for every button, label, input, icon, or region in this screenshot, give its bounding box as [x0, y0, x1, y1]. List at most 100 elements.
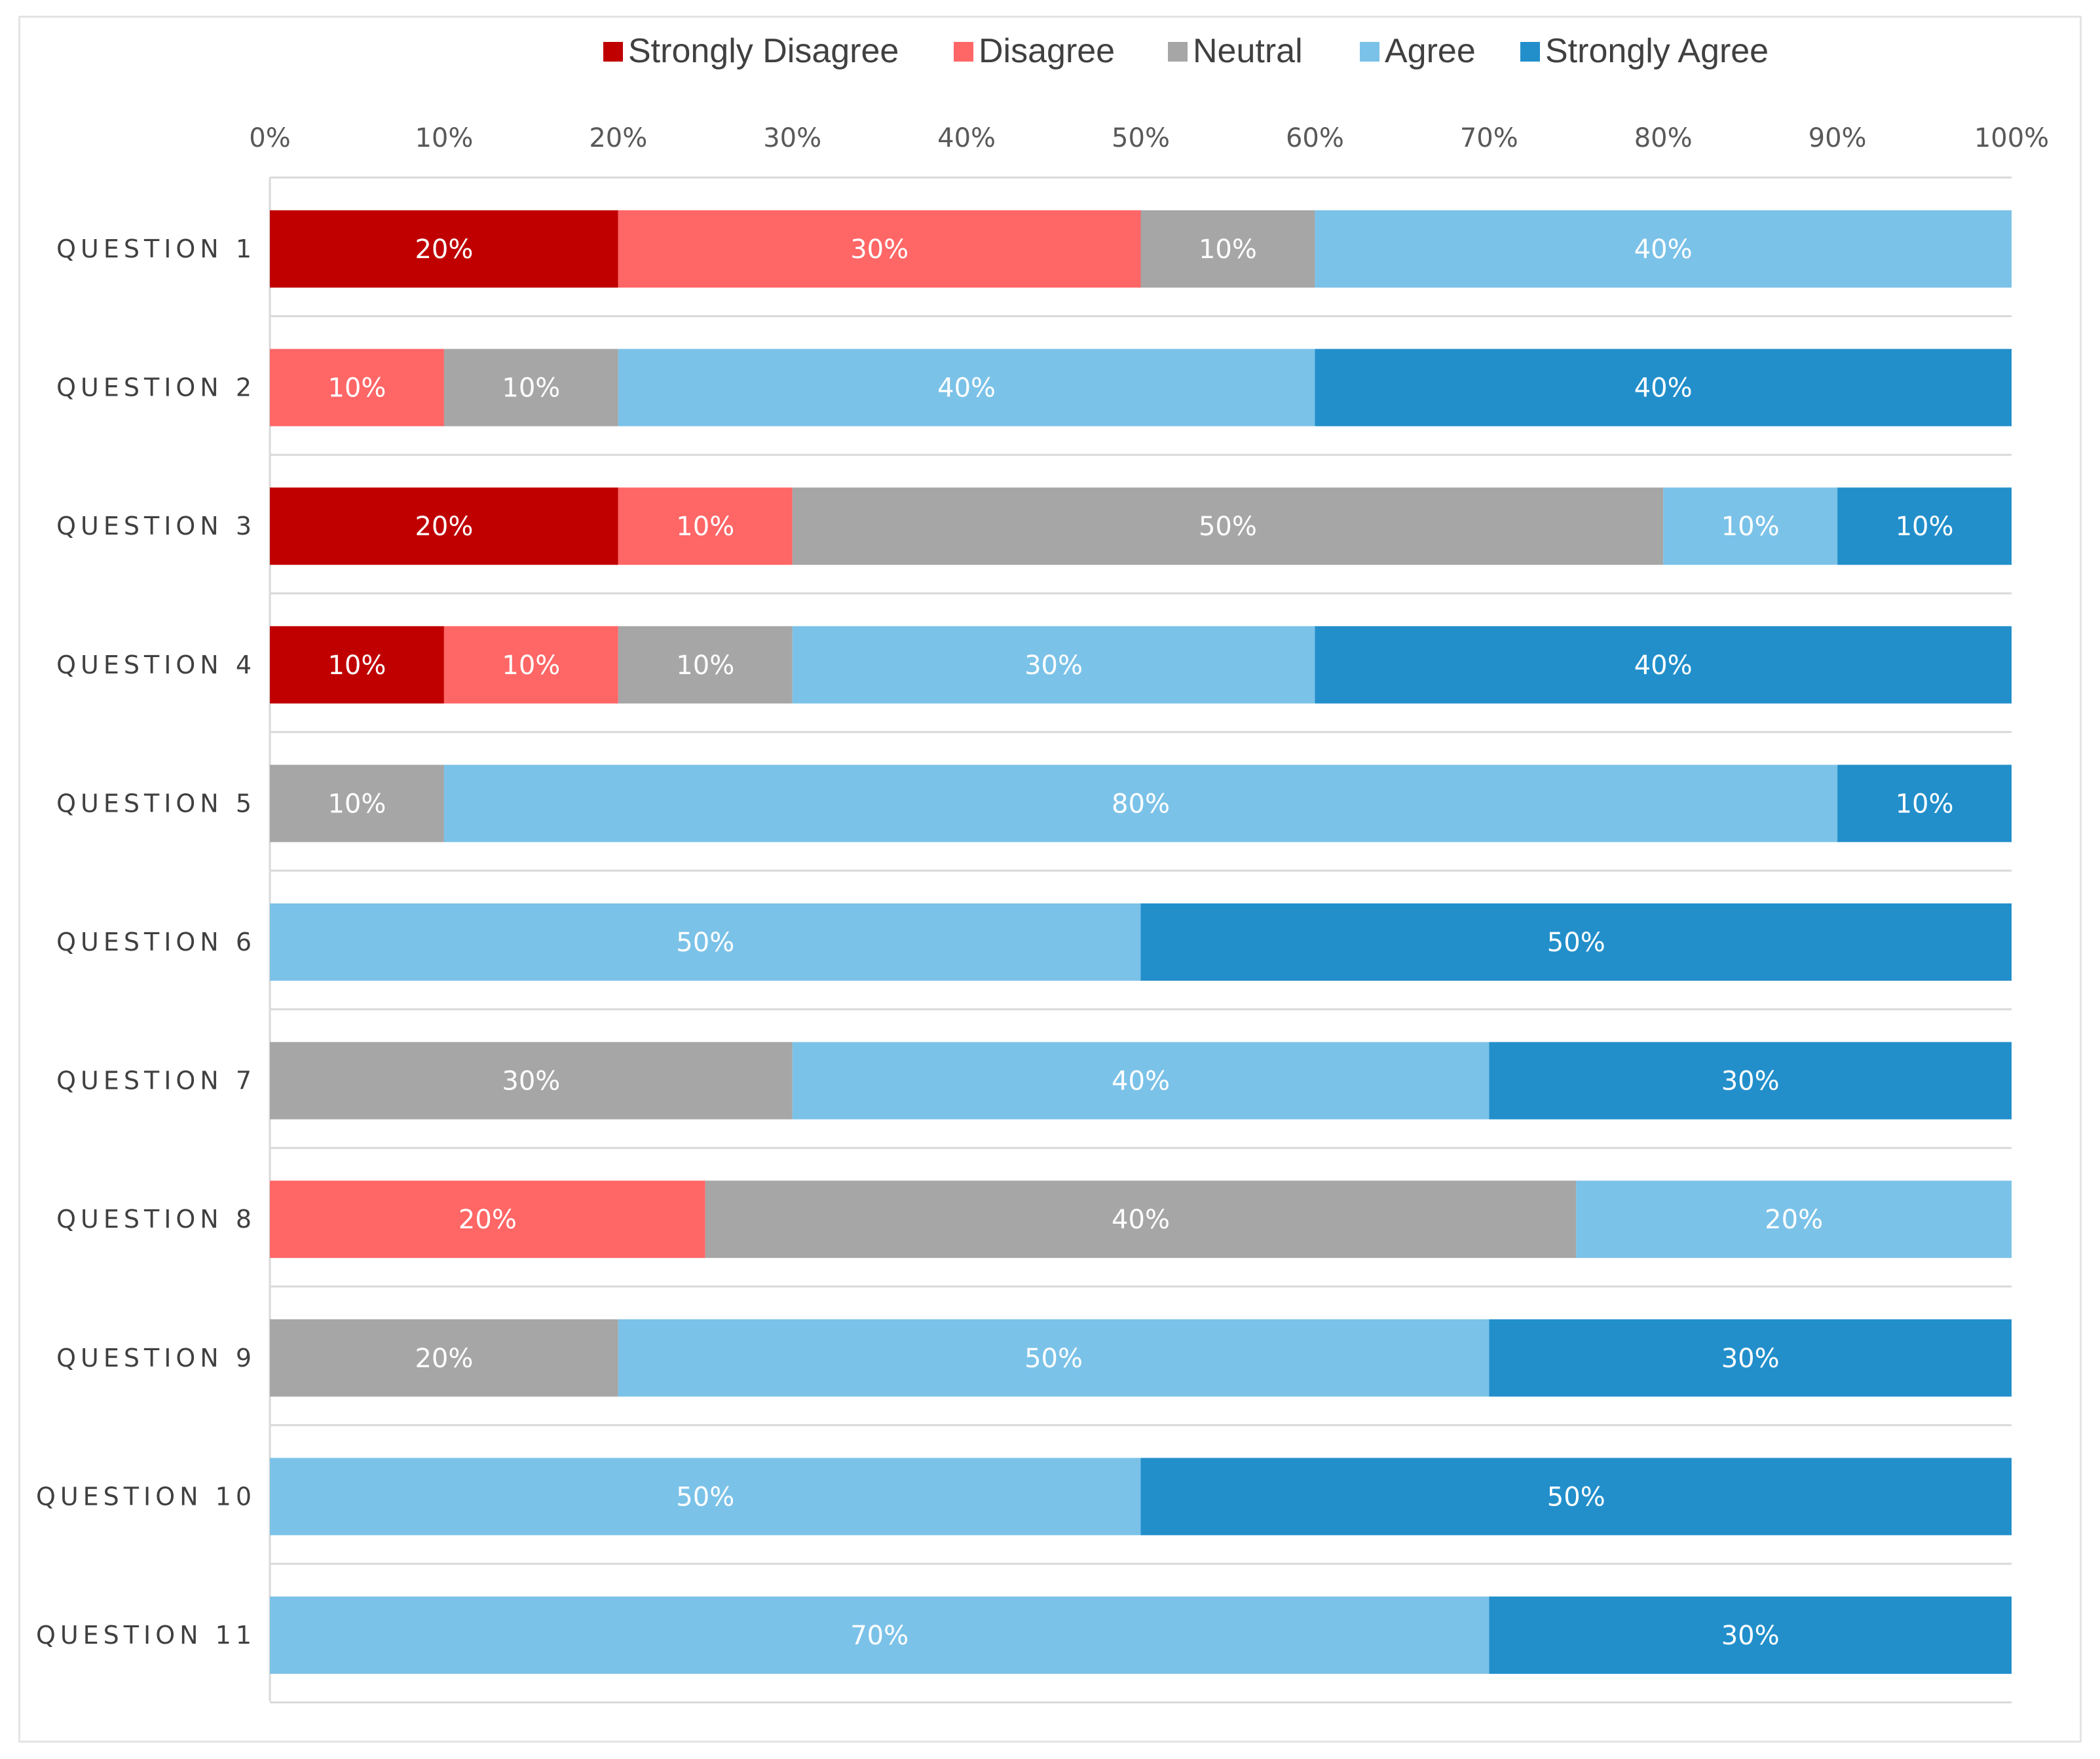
bar-segment	[792, 626, 1315, 704]
data-label: 10%	[1896, 512, 1954, 542]
bar-segment	[1140, 210, 1315, 288]
data-label: 50%	[1199, 512, 1257, 542]
bar-segment	[618, 1319, 1490, 1397]
category-label: QUESTION 11	[36, 1621, 256, 1650]
bar-segment	[270, 626, 444, 704]
gridlines	[269, 176, 2012, 1704]
x-tick-label: 20%	[589, 123, 647, 153]
bar-segment	[1315, 349, 2012, 426]
data-label: 40%	[1112, 1067, 1170, 1097]
data-label: 10%	[328, 789, 386, 819]
legend-swatch-1	[954, 42, 973, 62]
category-label: QUESTION 6	[56, 928, 256, 956]
bar-segment	[1576, 1181, 2012, 1258]
x-tick-label: 80%	[1634, 123, 1693, 153]
legend-label-1: Disagree	[979, 32, 1115, 70]
x-tick-label: 50%	[1112, 123, 1170, 153]
data-label: 20%	[1765, 1205, 1823, 1235]
data-label: 50%	[676, 928, 734, 958]
x-tick-label: 70%	[1460, 123, 1518, 153]
data-label: 50%	[1547, 928, 1605, 958]
data-label: 50%	[1024, 1344, 1083, 1374]
legend-label-2: Neutral	[1193, 32, 1303, 70]
category-label: QUESTION 10	[36, 1482, 256, 1511]
x-tick-label: 40%	[937, 123, 996, 153]
data-label: 10%	[502, 651, 560, 681]
data-label: 10%	[676, 651, 734, 681]
data-label: 50%	[676, 1482, 734, 1512]
bar-segment	[270, 1181, 705, 1258]
bar-segment	[1837, 765, 2012, 842]
bar-segment	[270, 487, 618, 565]
data-label: 20%	[459, 1205, 517, 1235]
bar-segment	[792, 1042, 1490, 1120]
bar-segment	[705, 1181, 1577, 1258]
legend-swatch-4	[1520, 42, 1540, 62]
legend-label-0: Strongly Disagree	[628, 32, 899, 70]
bars: 20% 30% 10% 40% 10% 10% 40% 40% 20% 10% 50% 10% 10% 1…	[270, 210, 2012, 1674]
x-tick-label: 30%	[763, 123, 821, 153]
bar-segment	[1489, 1597, 2012, 1674]
data-label: 30%	[1721, 1067, 1780, 1097]
legend-label-3: Agree	[1385, 32, 1476, 70]
data-label: 70%	[850, 1621, 909, 1651]
data-label: 30%	[850, 235, 909, 265]
x-tick-label: 10%	[415, 123, 473, 153]
legend-label-4: Strongly Agree	[1545, 32, 1769, 70]
data-label: 80%	[1112, 789, 1170, 819]
x-tick-label: 90%	[1809, 123, 1867, 153]
category-label: QUESTION 3	[56, 512, 256, 540]
category-label: QUESTION 9	[56, 1344, 256, 1372]
legend-swatch-2	[1168, 42, 1188, 62]
bar-segment	[270, 349, 444, 426]
category-label: QUESTION 1	[56, 235, 256, 263]
data-label: 20%	[415, 235, 473, 265]
data-label: 40%	[1634, 235, 1693, 265]
bar-segment	[270, 1458, 1141, 1536]
bar-segment	[443, 765, 1838, 842]
bar-segment	[1315, 210, 2012, 288]
data-label: 10%	[1199, 235, 1257, 265]
bar-segment	[618, 210, 1141, 288]
bar-segment	[443, 626, 618, 704]
bar-segment	[270, 1042, 793, 1120]
bar-segment	[1315, 626, 2012, 704]
bar-segment	[1140, 1458, 2012, 1536]
bar-segment	[270, 1319, 618, 1397]
category-labels: QUESTION 1 QUESTION 2 QUESTION 3 QUESTION 4…	[36, 235, 256, 1650]
category-label: QUESTION 8	[56, 1205, 256, 1234]
data-label: 10%	[328, 373, 386, 404]
x-tick-label: 60%	[1286, 123, 1344, 153]
data-label: 10%	[1721, 512, 1780, 542]
stacked-bar-chart: Strongly Disagree Disagree Neutral Agree Str…	[36, 32, 2049, 1704]
bar-segment	[1663, 487, 1838, 565]
bar-segment	[270, 903, 1141, 981]
bar-segment	[1489, 1042, 2012, 1120]
bar-segment	[618, 626, 793, 704]
category-label: QUESTION 5	[56, 789, 256, 818]
bar-segment	[1837, 487, 2012, 565]
x-axis-ticks: 0% 10% 20% 30% 40% 50% 60% 70% 80% 90% 100%	[249, 123, 2049, 153]
bar-segment	[618, 349, 1315, 426]
data-label: 10%	[676, 512, 734, 542]
category-label: QUESTION 2	[56, 373, 256, 402]
bar-segment	[270, 210, 618, 288]
category-label: QUESTION 4	[56, 651, 256, 679]
bar-segment	[443, 349, 618, 426]
data-label: 30%	[1721, 1621, 1780, 1651]
x-tick-label: 100%	[1974, 123, 2049, 153]
data-label: 30%	[1024, 651, 1083, 681]
bar-segment	[270, 765, 444, 842]
bar-segment	[270, 1597, 1490, 1674]
category-label: QUESTION 7	[56, 1067, 256, 1095]
data-label: 40%	[1112, 1205, 1170, 1235]
data-label: 50%	[1547, 1482, 1605, 1512]
data-label: 20%	[415, 512, 473, 542]
bar-segment	[1489, 1319, 2012, 1397]
data-label: 40%	[1634, 373, 1693, 404]
legend-swatch-3	[1360, 42, 1379, 62]
bar-segment	[792, 487, 1664, 565]
x-tick-label: 0%	[249, 123, 290, 153]
data-label: 40%	[1634, 651, 1693, 681]
data-label: 10%	[1896, 789, 1954, 819]
